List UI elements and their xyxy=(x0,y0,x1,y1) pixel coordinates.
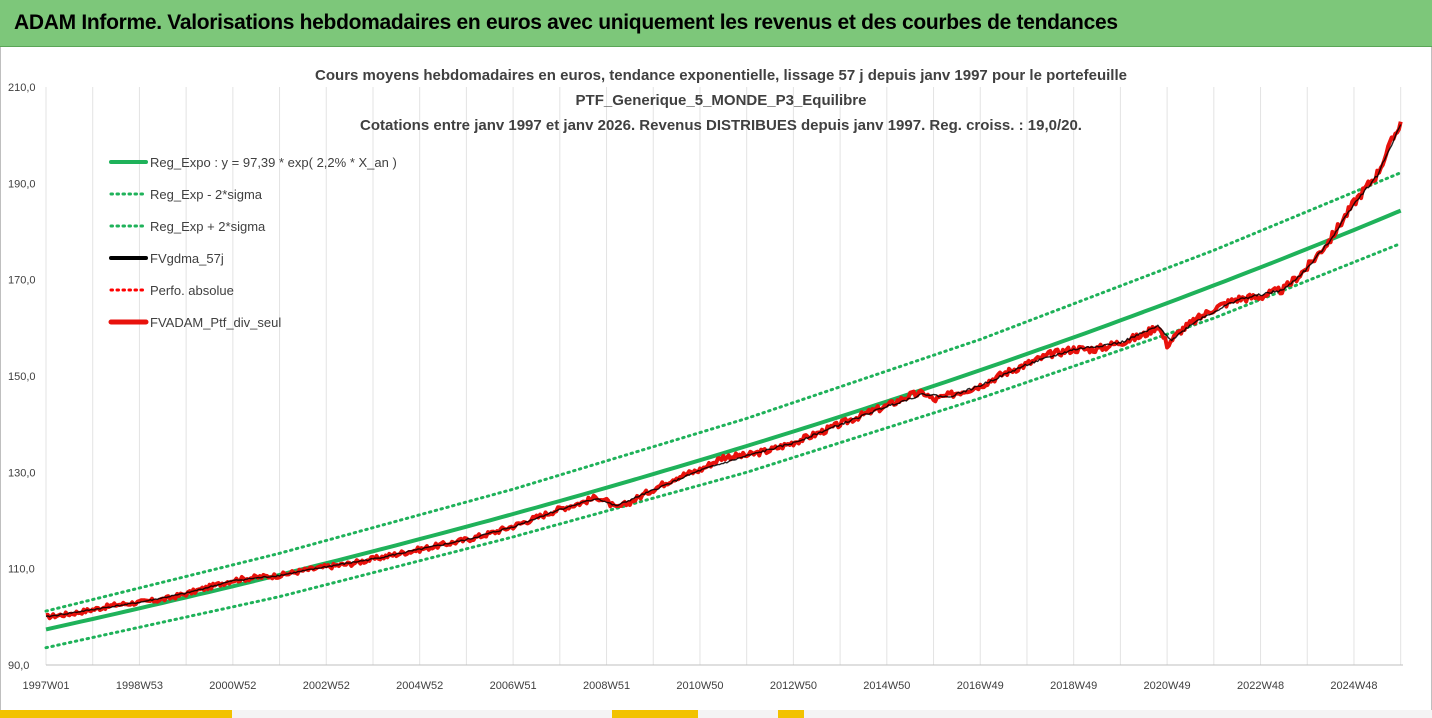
chart-title-line-2: PTF_Generique_5_MONDE_P3_Equilibre xyxy=(576,92,867,109)
legend: Reg_Expo : y = 97,39 * exp( 2,2% * X_an … xyxy=(108,155,397,330)
x-tick-label: 2008W51 xyxy=(583,680,630,692)
y-axis-ticks: 90,0 110,0 130,0 150,0 170,0 190,0 210,0 xyxy=(8,82,36,672)
legend-label: FVgdma_57j xyxy=(150,251,224,266)
bottom-strip-accent-left xyxy=(0,710,232,718)
x-tick-label: 2024W48 xyxy=(1330,680,1377,692)
x-tick-label: 2016W49 xyxy=(957,680,1004,692)
band-plus-2sigma xyxy=(44,171,1403,613)
y-tick-label: 210,0 xyxy=(8,82,36,94)
portfolio-line xyxy=(45,121,1403,621)
chart-area: Cours moyens hebdomadaires en euros, ten… xyxy=(0,47,1432,710)
y-tick-label: 190,0 xyxy=(8,178,36,190)
legend-label: Perfo. absolue xyxy=(150,283,234,298)
x-tick-label: 2018W49 xyxy=(1050,680,1097,692)
banner: ADAM Informe. Valorisations hebdomadaire… xyxy=(0,0,1432,47)
y-tick-label: 170,0 xyxy=(8,275,36,287)
x-tick-label: 2012W50 xyxy=(770,680,817,692)
band-minus-2sigma xyxy=(44,242,1403,650)
y-tick-label: 90,0 xyxy=(8,660,29,672)
legend-label: Reg_Exp - 2*sigma xyxy=(150,187,263,202)
x-tick-label: 2002W52 xyxy=(303,680,350,692)
bottom-strip-accent-mid xyxy=(612,710,698,718)
grid-lines xyxy=(45,87,1403,666)
chart-title-line-3: Cotations entre janv 1997 et janv 2026. … xyxy=(360,117,1082,134)
legend-label: Reg_Exp + 2*sigma xyxy=(150,219,266,234)
y-tick-label: 150,0 xyxy=(8,371,36,383)
legend-label: Reg_Expo : y = 97,39 * exp( 2,2% * X_an … xyxy=(150,155,397,170)
x-tick-label: 2006W51 xyxy=(490,680,537,692)
x-tick-label: 2004W52 xyxy=(396,680,443,692)
x-tick-label: 2014W50 xyxy=(863,680,910,692)
series-lines xyxy=(44,121,1403,650)
y-tick-label: 110,0 xyxy=(8,564,35,576)
y-tick-label: 130,0 xyxy=(8,467,36,479)
x-tick-label: 2022W48 xyxy=(1237,680,1284,692)
bottom-strip xyxy=(0,710,1432,718)
x-tick-label: 2010W50 xyxy=(676,680,723,692)
regression-line xyxy=(45,208,1402,632)
x-tick-label: 1998W53 xyxy=(116,680,163,692)
chart-title-line-1: Cours moyens hebdomadaires en euros, ten… xyxy=(315,67,1127,84)
banner-title: ADAM Informe. Valorisations hebdomadaire… xyxy=(14,11,1118,34)
x-tick-label: 2000W52 xyxy=(209,680,256,692)
gdma-line xyxy=(45,124,1402,618)
chart-titles: Cours moyens hebdomadaires en euros, ten… xyxy=(315,67,1127,134)
bottom-strip-accent-right xyxy=(778,710,804,718)
legend-label: FVADAM_Ptf_div_seul xyxy=(150,315,281,330)
x-axis-ticks: 1997W01 1998W53 2000W52 2002W52 2004W52 2006W… xyxy=(22,680,1377,692)
x-tick-label: 1997W01 xyxy=(22,680,69,692)
x-tick-label: 2020W49 xyxy=(1144,680,1191,692)
line-chart: Cours moyens hebdomadaires en euros, ten… xyxy=(8,67,1403,692)
